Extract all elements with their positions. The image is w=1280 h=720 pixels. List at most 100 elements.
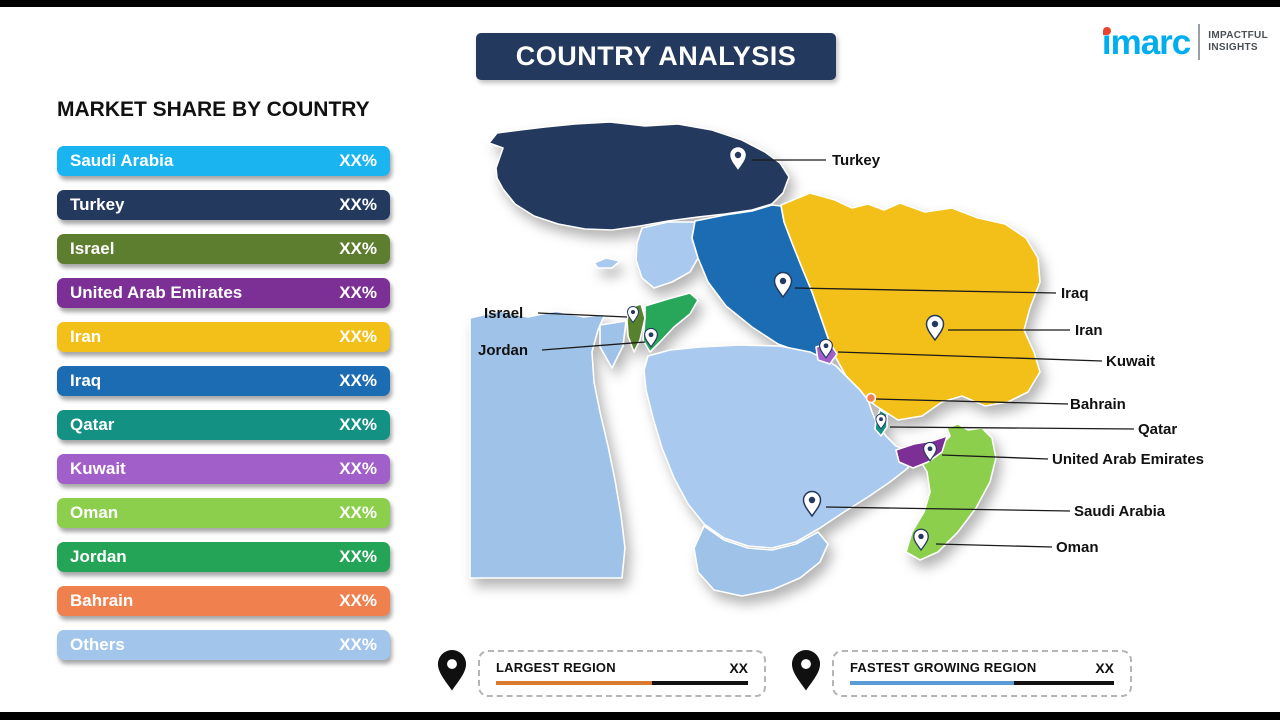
pin-kuwait — [819, 338, 833, 359]
map-region-oman — [905, 423, 997, 561]
market-share-bar-others: Others XX% — [57, 630, 390, 660]
bar-label: Israel — [70, 239, 115, 258]
map-region-bahrain — [865, 392, 877, 404]
fastest-growing-region-label: FASTEST GROWING REGION — [850, 660, 1037, 675]
country-label-uae: United Arab Emirates — [1052, 451, 1204, 468]
map-pins — [626, 145, 945, 551]
leader-lines — [537, 159, 1135, 548]
map-region-syria — [635, 221, 699, 289]
market-share-bar-uae: United Arab Emirates XX% — [57, 278, 390, 308]
map-region-iran — [780, 192, 1041, 421]
fastest-growing-region-legend: FASTEST GROWING REGION XX — [832, 650, 1132, 697]
logo-tagline: IMPACTFUL INSIGHTS — [1208, 30, 1268, 55]
bar-value: XX% — [339, 239, 377, 258]
map-region-sinai — [599, 320, 627, 369]
market-share-bar-iran: Iran XX% — [57, 322, 390, 352]
market-share-bar-turkey: Turkey XX% — [57, 190, 390, 220]
country-label-israel: Israel — [484, 305, 524, 322]
logo-tagline-line2: INSIGHTS — [1208, 42, 1258, 53]
largest-region-bar-black-segment — [652, 680, 748, 685]
map-region-yemen — [693, 525, 829, 597]
fastest-growing-region-bar-black-segment — [1013, 680, 1114, 685]
map-region-turkey — [488, 121, 790, 231]
pin-uae — [923, 441, 937, 462]
pin-oman — [913, 528, 929, 551]
country-label-iraq: Iraq — [1061, 285, 1089, 302]
pin-iraq — [773, 271, 793, 298]
largest-region-bar-color-segment — [496, 680, 653, 685]
fastest-growing-region-bar — [850, 680, 1114, 685]
bar-label: Iran — [70, 327, 102, 346]
largest-region-bar — [496, 680, 748, 685]
country-label-saudi-arabia: Saudi Arabia — [1074, 503, 1166, 520]
bar-value: XX% — [339, 591, 377, 610]
bar-value: XX% — [339, 547, 377, 566]
market-share-list: Saudi Arabia XX% Turkey XX% Israel XX% U… — [57, 146, 390, 674]
imarc-logo: imarc IMPACTFUL INSIGHTS — [1102, 24, 1268, 60]
bar-label: Jordan — [70, 547, 127, 566]
country-label-iran: Iran — [1075, 322, 1103, 339]
fastest-growing-region-value: XX — [1095, 659, 1114, 676]
top-black-strip — [0, 0, 1280, 7]
country-label-turkey: Turkey — [832, 152, 881, 169]
bar-value: XX% — [339, 283, 377, 302]
map-region-qatar — [874, 409, 888, 437]
bottom-black-strip — [0, 712, 1280, 720]
largest-region-pin-icon — [437, 650, 467, 691]
bar-label: Turkey — [70, 195, 125, 214]
pin-qatar — [875, 413, 887, 430]
largest-region-legend: LARGEST REGION XX — [478, 650, 766, 697]
bar-label: Oman — [70, 503, 119, 522]
bar-value: XX% — [339, 327, 377, 346]
bar-value: XX% — [339, 635, 377, 654]
market-share-bar-jordan: Jordan XX% — [57, 542, 390, 572]
market-share-heading: MARKET SHARE BY COUNTRY — [57, 98, 370, 121]
market-share-bar-bahrain: Bahrain XX% — [57, 586, 390, 616]
largest-region-label: LARGEST REGION — [496, 660, 616, 675]
page-title: COUNTRY ANALYSIS — [515, 41, 797, 71]
bar-value: XX% — [339, 195, 377, 214]
bar-label: Others — [70, 635, 125, 654]
market-share-bar-israel: Israel XX% — [57, 234, 390, 264]
map-region-saudi-arabia — [643, 344, 913, 549]
bar-label: Kuwait — [70, 459, 126, 478]
largest-region-value: XX — [729, 659, 748, 676]
pin-iran — [925, 314, 945, 341]
country-label-jordan: Jordan — [478, 342, 529, 359]
pin-saudi-arabia — [802, 490, 822, 517]
bar-value: XX% — [339, 503, 377, 522]
bar-label: Iraq — [70, 371, 102, 390]
logo-tagline-line1: IMPACTFUL — [1208, 29, 1268, 41]
pin-israel — [626, 306, 640, 323]
fastest-growing-region-bar-color-segment — [850, 680, 1014, 685]
title-banner: COUNTRY ANALYSIS — [476, 33, 836, 80]
market-share-bar-oman: Oman XX% — [57, 498, 390, 528]
map-region-israel — [626, 303, 646, 353]
market-share-bar-kuwait: Kuwait XX% — [57, 454, 390, 484]
market-share-bar-iraq: Iraq XX% — [57, 366, 390, 396]
pin-turkey — [728, 145, 748, 172]
imarc-brand-text: imarc — [1101, 22, 1191, 62]
market-share-bar-saudi-arabia: Saudi Arabia XX% — [57, 146, 390, 176]
country-label-bahrain: Bahrain — [1070, 396, 1126, 413]
bar-value: XX% — [339, 415, 377, 434]
country-label-oman: Oman — [1056, 539, 1099, 556]
bar-label: Bahrain — [70, 591, 134, 610]
map-region-kuwait — [815, 342, 838, 365]
bar-label: Qatar — [70, 415, 115, 434]
map-region-iraq — [691, 204, 834, 357]
country-label-qatar: Qatar — [1138, 421, 1178, 438]
market-share-bar-qatar: Qatar XX% — [57, 410, 390, 440]
map-region-jordan — [642, 292, 699, 353]
country-label-kuwait: Kuwait — [1106, 353, 1156, 370]
bar-value: XX% — [339, 459, 377, 478]
map-region-cyprus — [593, 257, 621, 269]
logo-divider — [1198, 24, 1201, 60]
map-region-uae — [895, 435, 948, 469]
bar-label: Saudi Arabia — [70, 151, 174, 170]
fastest-region-pin-icon — [791, 650, 821, 691]
bar-label: United Arab Emirates — [70, 283, 243, 302]
bar-value: XX% — [339, 151, 377, 170]
pin-jordan — [644, 327, 658, 348]
bar-value: XX% — [339, 371, 377, 390]
